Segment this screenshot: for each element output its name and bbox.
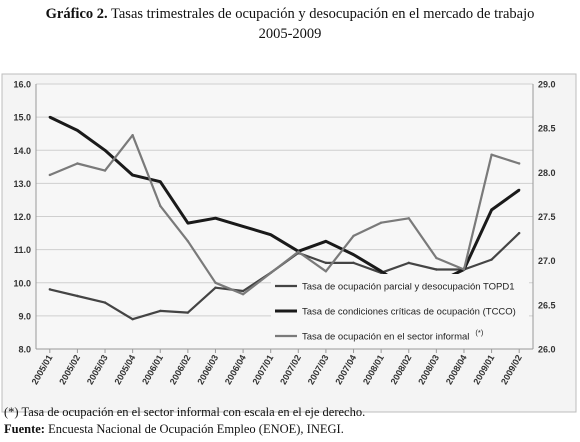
y-left-tick-label: 13.0	[13, 179, 31, 189]
data-point	[76, 294, 79, 298]
y-right-tick-label: 27.0	[538, 256, 556, 266]
data-point	[214, 286, 217, 289]
data-point	[352, 253, 355, 256]
source-note: Fuente: Encuesta Nacional de Ocupación E…	[4, 421, 344, 437]
data-point	[407, 217, 410, 220]
data-point	[517, 188, 521, 192]
data-point	[269, 233, 272, 236]
y-left-tick-label: 11.0	[14, 245, 31, 255]
data-point	[48, 115, 52, 119]
data-point	[241, 225, 245, 228]
data-point	[462, 268, 466, 271]
data-point	[407, 261, 410, 265]
y-right-tick-label: 26.0	[538, 345, 556, 355]
y-left-tick-label: 9.0	[18, 311, 31, 321]
data-point	[186, 240, 190, 243]
data-point	[103, 301, 107, 304]
data-point	[159, 180, 162, 183]
data-point	[131, 173, 134, 177]
data-point	[214, 281, 217, 284]
y-right-tick-label: 28.5	[538, 124, 556, 134]
title-line-1: Gráfico 2. Tasas trimestrales de ocupaci…	[0, 4, 580, 24]
data-point	[103, 149, 107, 152]
legend-label: Tasa de condiciones críticas de ocupació…	[302, 307, 516, 318]
data-point	[269, 271, 272, 275]
line-chart: 8.0 9.0 10.0 11.0 12.0 13.0 14.0 15.0 16.0 26.0 26…	[1, 73, 577, 413]
data-point	[517, 231, 521, 235]
data-point	[131, 134, 134, 137]
data-point	[324, 261, 328, 265]
source-text: Encuesta Nacional de Ocupación Empleo (E…	[44, 422, 344, 436]
y-right-tick-label: 27.5	[538, 212, 556, 222]
data-point	[48, 288, 52, 291]
y-left-tick-label: 16.0	[13, 80, 31, 90]
data-point	[103, 169, 107, 172]
y-left-tick-label: 10.0	[13, 278, 31, 288]
source-label: Fuente:	[4, 422, 45, 436]
data-point	[131, 317, 134, 321]
legend-label: Tasa de ocupación parcial y desocupación…	[302, 282, 514, 293]
data-point	[435, 256, 438, 260]
data-point	[241, 289, 245, 293]
data-point	[159, 309, 162, 313]
y-right-tick-label: 29.0	[538, 80, 556, 90]
data-point	[435, 268, 438, 271]
data-point	[352, 261, 355, 265]
y-right-tick-label: 26.5	[538, 300, 556, 310]
legend-label: Tasa de ocupación en el sector informal	[302, 332, 469, 343]
chart-area: 8.0 9.0 10.0 11.0 12.0 13.0 14.0 15.0 16.0 26.0 26…	[0, 72, 580, 414]
data-point	[379, 221, 383, 224]
data-point	[297, 250, 300, 254]
data-point	[241, 293, 245, 296]
title-years: 2005-2009	[258, 26, 322, 42]
footnote-mark: (*)	[4, 405, 19, 419]
data-point	[159, 204, 162, 208]
y-right-tick-label: 28.0	[538, 168, 556, 178]
data-point	[490, 208, 493, 212]
series-line-3	[49, 134, 520, 296]
title-text: Tasas trimestrales de ocupación y desocu…	[111, 6, 535, 22]
data-point	[379, 269, 383, 273]
data-point	[352, 234, 355, 238]
y-left-tick-label: 15.0	[13, 113, 31, 123]
footnote: (*) Tasa de ocupación en el sector infor…	[4, 404, 365, 420]
data-point	[324, 270, 328, 273]
data-point	[324, 240, 328, 243]
data-point	[214, 216, 217, 220]
footnote-text: Tasa de ocupación en el sector informal …	[18, 405, 366, 419]
data-point	[490, 258, 493, 261]
legend-box	[271, 274, 529, 344]
y-left-tick-label: 14.0	[13, 146, 31, 156]
legend-footnote-mark: (*)	[475, 328, 483, 337]
data-point	[517, 162, 521, 165]
title-label: Gráfico 2.	[45, 6, 108, 22]
data-point	[76, 162, 79, 165]
y-left-tick-label: 8.0	[18, 345, 31, 355]
data-point	[186, 221, 190, 225]
data-point	[186, 311, 190, 314]
chart-title: Gráfico 2. Tasas trimestrales de ocupaci…	[0, 4, 580, 44]
y-left-tick-label: 12.0	[13, 212, 31, 222]
data-point	[76, 129, 79, 132]
data-point	[48, 173, 52, 177]
data-point	[490, 153, 493, 156]
